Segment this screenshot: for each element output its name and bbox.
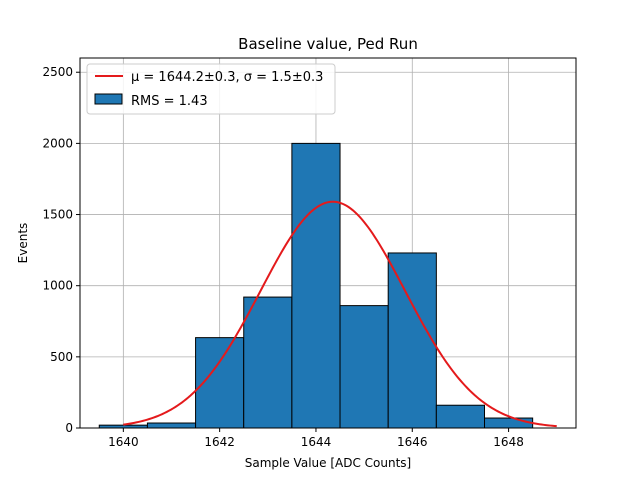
histogram-bar (243, 296, 293, 429)
y-tick-label: 2000 (42, 136, 73, 150)
y-tick-label: 1000 (42, 279, 73, 293)
plot-frame (79, 57, 577, 429)
histogram-bar (291, 142, 341, 429)
y-tick-label: 0 (65, 421, 73, 435)
x-tick-label: 1640 (108, 435, 139, 449)
legend-box (86, 63, 336, 115)
histogram-bar (387, 252, 437, 429)
y-tick-label: 500 (50, 350, 73, 364)
y-tick-label: 2500 (42, 65, 73, 79)
histogram-bar (146, 422, 197, 429)
histogram-bar (435, 404, 486, 429)
legend-hist-label: RMS = 1.43 (131, 94, 208, 109)
chart-title: Baseline value, Ped Run (238, 35, 418, 53)
axis-ticks: 1640 1642 1644 1646 1648 0 500 1000 1500 2000 2500 (42, 65, 523, 449)
x-tick-label: 1644 (301, 435, 332, 449)
x-tick-label: 1648 (493, 435, 524, 449)
fit-curve (123, 200, 557, 428)
legend: μ = 1644.2±0.3, σ = 1.5±0.3 RMS = 1.43 (86, 63, 336, 115)
y-tick-label: 1500 (42, 208, 73, 222)
histogram-bar (339, 305, 389, 429)
y-axis-label: Events (16, 223, 30, 264)
histogram-bar (484, 417, 534, 429)
x-tick-label: 1646 (397, 435, 428, 449)
legend-hist-swatch (94, 93, 123, 105)
x-tick-label: 1642 (204, 435, 235, 449)
legend-fit-label: μ = 1644.2±0.3, σ = 1.5±0.3 (131, 70, 323, 85)
x-axis-label: Sample Value [ADC Counts] (245, 456, 411, 470)
